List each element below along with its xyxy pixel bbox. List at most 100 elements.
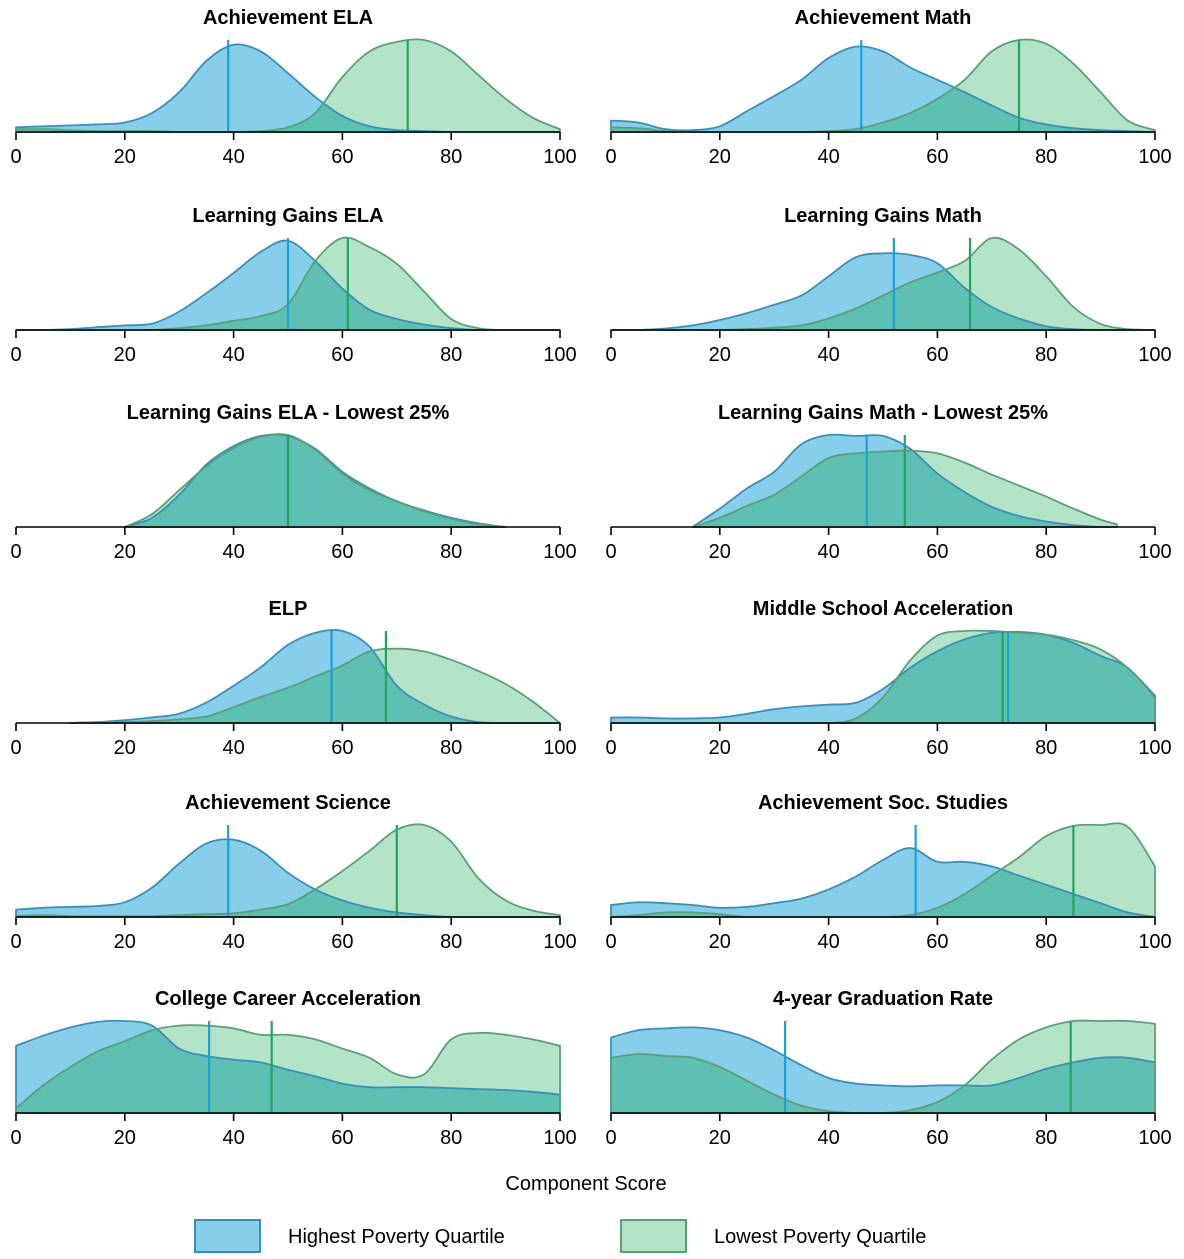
x-tick-label: 60 xyxy=(331,931,353,953)
x-tick-label: 100 xyxy=(1138,737,1171,759)
highest-poverty-density-area xyxy=(16,44,560,132)
x-tick-label: 100 xyxy=(1138,541,1171,563)
x-tick-label: 40 xyxy=(222,146,244,168)
lowest-poverty-density-area xyxy=(16,39,560,132)
x-tick-label: 40 xyxy=(817,146,839,168)
panel-8: Middle School Acceleration 0 20 40 60 80 100 xyxy=(605,598,1171,759)
x-tick-label: 100 xyxy=(543,1127,576,1149)
x-tick-label: 60 xyxy=(331,737,353,759)
x-tick-label: 80 xyxy=(1035,146,1057,168)
x-tick-label: 20 xyxy=(709,931,731,953)
x-tick-label: 100 xyxy=(1138,146,1171,168)
x-axis-label: Component Score xyxy=(505,1173,666,1195)
x-tick-label: 40 xyxy=(817,931,839,953)
x-tick-label: 100 xyxy=(543,737,576,759)
x-tick-label: 80 xyxy=(440,737,462,759)
x-tick-label: 100 xyxy=(543,931,576,953)
x-tick-label: 0 xyxy=(10,344,21,366)
panel-title: Learning Gains ELA xyxy=(192,205,383,227)
x-tick-label: 60 xyxy=(926,1127,948,1149)
panel-10: Achievement Soc. Studies 0 20 40 60 80 100 xyxy=(605,792,1171,953)
lowest-poverty-density-outline xyxy=(691,449,1118,528)
panel-title: Learning Gains Math xyxy=(784,205,982,227)
x-tick-label: 20 xyxy=(114,146,136,168)
highest-poverty-density-area xyxy=(611,46,1155,133)
panel-1: Achievement ELA 0 20 40 60 80 100 xyxy=(10,7,576,168)
panel-7: ELP 0 20 40 60 80 100 xyxy=(10,598,576,759)
lowest-poverty-density-area xyxy=(16,824,560,917)
x-tick-label: 60 xyxy=(926,344,948,366)
overlap-density-area xyxy=(611,631,1155,723)
x-tick-label: 0 xyxy=(10,146,21,168)
panel-title: Achievement Math xyxy=(795,7,972,29)
panel-title: ELP xyxy=(269,598,308,620)
x-tick-label: 40 xyxy=(222,931,244,953)
highest-poverty-density-outline xyxy=(15,1019,561,1114)
highest-poverty-density-outline xyxy=(610,45,1156,133)
panel-title: Learning Gains ELA - Lowest 25% xyxy=(127,402,450,424)
legend-swatch xyxy=(620,1219,687,1253)
x-tick-label: 0 xyxy=(605,146,616,168)
x-tick-label: 100 xyxy=(543,344,576,366)
panel-6: Learning Gains Math - Lowest 25% 0 20 40 60 8… xyxy=(605,402,1171,563)
panel-12: 4-year Graduation Rate 0 20 40 60 80 100 xyxy=(605,988,1171,1149)
lowest-poverty-density-outline xyxy=(15,38,561,133)
x-tick-label: 100 xyxy=(543,146,576,168)
x-tick-label: 60 xyxy=(331,146,353,168)
x-tick-label: 0 xyxy=(605,931,616,953)
panel-9: Achievement Science 0 20 40 60 80 100 xyxy=(10,792,576,953)
x-tick-label: 20 xyxy=(114,344,136,366)
x-tick-label: 80 xyxy=(440,541,462,563)
x-tick-label: 0 xyxy=(605,541,616,563)
overlap-density-area xyxy=(611,847,1155,917)
x-tick-label: 20 xyxy=(114,1127,136,1149)
panel-title: Achievement ELA xyxy=(203,7,373,29)
x-tick-label: 40 xyxy=(222,344,244,366)
lowest-poverty-density-outline xyxy=(15,823,561,918)
x-tick-label: 0 xyxy=(10,541,21,563)
highest-poverty-density-area xyxy=(611,253,1155,330)
legend-label: Lowest Poverty Quartile xyxy=(714,1226,926,1248)
x-tick-label: 0 xyxy=(605,344,616,366)
panel-title: Learning Gains Math - Lowest 25% xyxy=(718,402,1048,424)
highest-poverty-density-area xyxy=(16,839,560,917)
x-tick-label: 20 xyxy=(709,1127,731,1149)
x-tick-label: 20 xyxy=(709,146,731,168)
panel-title: Middle School Acceleration xyxy=(753,598,1013,620)
x-tick-label: 60 xyxy=(331,1127,353,1149)
panel-title: College Career Acceleration xyxy=(155,988,421,1010)
x-tick-label: 40 xyxy=(817,1127,839,1149)
x-tick-label: 40 xyxy=(817,737,839,759)
panel-3: Learning Gains ELA 0 20 40 60 80 100 xyxy=(10,205,576,366)
x-tick-label: 100 xyxy=(1138,344,1171,366)
panel-2: Achievement Math 0 20 40 60 80 100 xyxy=(605,7,1171,168)
x-tick-label: 20 xyxy=(114,737,136,759)
x-tick-label: 0 xyxy=(10,931,21,953)
x-tick-label: 60 xyxy=(926,541,948,563)
x-tick-label: 80 xyxy=(440,344,462,366)
highest-poverty-density-outline xyxy=(610,252,1156,331)
x-tick-label: 80 xyxy=(1035,344,1057,366)
legend: Highest Poverty Quartile Lowest Poverty Q… xyxy=(194,1219,926,1253)
legend-swatch xyxy=(194,1219,261,1253)
x-tick-label: 80 xyxy=(440,146,462,168)
x-tick-label: 60 xyxy=(926,737,948,759)
panel-11: College Career Acceleration 0 20 40 60 80 100 xyxy=(10,988,576,1149)
lowest-poverty-density-outline xyxy=(69,647,561,724)
x-tick-label: 80 xyxy=(1035,1127,1057,1149)
legend-label: Highest Poverty Quartile xyxy=(288,1226,505,1248)
x-tick-label: 60 xyxy=(331,344,353,366)
highest-poverty-density-outline xyxy=(610,630,1156,724)
lowest-poverty-density-outline xyxy=(15,1024,561,1114)
x-tick-label: 40 xyxy=(222,541,244,563)
panel-5: Learning Gains ELA - Lowest 25% 0 20 40 60 80… xyxy=(10,402,576,563)
x-tick-label: 100 xyxy=(1138,931,1171,953)
x-tick-label: 40 xyxy=(222,1127,244,1149)
x-tick-label: 80 xyxy=(1035,541,1057,563)
x-tick-label: 0 xyxy=(605,1127,616,1149)
x-tick-label: 20 xyxy=(709,344,731,366)
x-tick-label: 80 xyxy=(1035,931,1057,953)
x-tick-label: 100 xyxy=(1138,1127,1171,1149)
highest-poverty-density-outline xyxy=(610,847,1156,918)
